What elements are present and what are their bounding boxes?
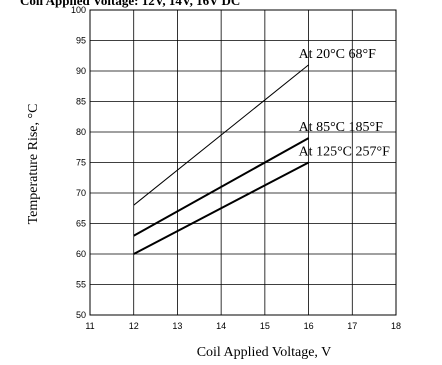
x-tick-label: 15 [260, 321, 270, 331]
y-tick-label: 75 [76, 158, 86, 168]
x-tick-label: 14 [216, 321, 226, 331]
y-tick-label: 85 [76, 97, 86, 107]
series-line-1 [133, 137, 310, 237]
series-label-0: At 20°C 68°F [299, 47, 377, 62]
series-labels: At 20°C 68°F At 85°C 185°F At 125°C 257°F [299, 47, 391, 160]
y-tick-labels: 50 55 60 65 70 75 80 85 90 95 100 [71, 5, 86, 320]
x-tick-label: 11 [85, 321, 94, 331]
y-tick-label: 95 [76, 36, 86, 46]
grid [89, 9, 397, 316]
x-tick-label: 18 [391, 321, 401, 331]
x-tick-labels: 11 12 13 14 15 16 17 18 [85, 321, 401, 331]
series-label-2: At 125°C 257°F [299, 145, 391, 160]
plot-frame [89, 9, 397, 316]
chart-title: Coil Applied Voltage: 12V, 14V, 16V DC [20, 0, 240, 8]
x-tick-label: 13 [172, 321, 182, 331]
y-axis-label: Temperature Rise, °C [26, 104, 41, 225]
x-tick-label: 12 [129, 321, 139, 331]
series-line-2 [133, 161, 310, 255]
y-tick-label: 80 [76, 127, 86, 137]
x-tick-label: 16 [304, 321, 314, 331]
y-tick-label: 100 [71, 5, 86, 15]
x-tick-label: 17 [347, 321, 357, 331]
y-tick-label: 50 [76, 310, 86, 320]
y-tick-label: 90 [76, 66, 86, 76]
x-axis-label: Coil Applied Voltage, V [197, 345, 332, 360]
y-tick-label: 70 [76, 188, 86, 198]
series-lines [133, 64, 310, 255]
series-label-1: At 85°C 185°F [299, 120, 384, 135]
series-line-0 [133, 64, 309, 206]
y-tick-label: 55 [76, 280, 86, 290]
y-tick-label: 60 [76, 249, 86, 259]
y-tick-label: 65 [76, 219, 86, 229]
